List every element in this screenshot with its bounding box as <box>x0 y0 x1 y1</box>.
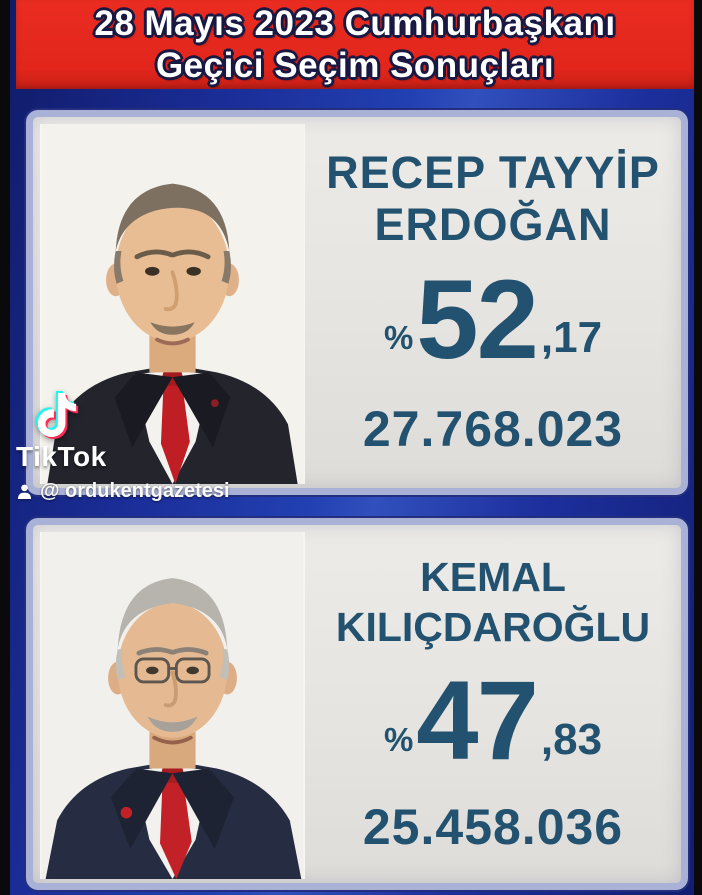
result-card-kilicdaroglu: KEMAL KILIÇDAROĞLU % 47 ,83 25.458.036 <box>26 518 688 890</box>
portrait-kilicdaroglu-image <box>41 532 304 879</box>
percent-decimal: ,17 <box>540 313 603 363</box>
portrait-erdogan-image <box>41 124 304 484</box>
percent-block-erdogan: % 52 ,17 <box>383 256 603 382</box>
candidate-photo-erdogan <box>33 117 305 488</box>
percent-value: 52 <box>416 256 539 382</box>
candidate-name-line: KILIÇDAROĞLU <box>335 604 651 651</box>
right-letterbox <box>694 0 702 895</box>
percent-block-kilicdaroglu: % 47 ,83 <box>383 658 603 784</box>
candidate-name-kilicdaroglu: KEMAL KILIÇDAROĞLU <box>336 552 650 652</box>
percent-symbol: % <box>383 720 414 758</box>
candidate-name-line: RECEP TAYYİP <box>326 146 660 198</box>
candidate-name-line: KEMAL <box>420 554 566 601</box>
candidate-name-erdogan: RECEP TAYYİP ERDOĞAN <box>326 147 660 251</box>
username-text: @ ordukentgazetesi <box>40 480 230 502</box>
user-icon <box>17 484 32 499</box>
title-banner: 28 Mayıs 2023 Cumhurbaşkanı Geçici Seçim… <box>16 0 694 89</box>
tiktok-wordmark: TikTok <box>16 441 107 472</box>
vote-count-erdogan: 27.768.023 <box>362 401 624 458</box>
result-card-erdogan: RECEP TAYYİP ERDOĞAN % 52 ,17 27.768.023 <box>26 110 688 495</box>
percent-value: 47 <box>416 658 539 784</box>
title-line-2: Geçici Seçim Sonuçları <box>155 45 555 85</box>
tiktok-logo-icon <box>35 390 79 440</box>
candidate-photo-kilicdaroglu <box>33 525 305 883</box>
tiktok-watermark: TikTok @ ordukentgazetesi <box>16 390 230 503</box>
candidate-name-line: ERDOĞAN <box>374 198 612 250</box>
percent-symbol: % <box>383 319 414 357</box>
left-letterbox <box>0 0 10 895</box>
vote-count-kilicdaroglu: 25.458.036 <box>362 798 624 855</box>
title-line-1: 28 Mayıs 2023 Cumhurbaşkanı <box>94 4 616 44</box>
result-info-kilicdaroglu: KEMAL KILIÇDAROĞLU % 47 ,83 25.458.036 <box>305 525 681 883</box>
percent-decimal: ,83 <box>540 714 603 764</box>
result-info-erdogan: RECEP TAYYİP ERDOĞAN % 52 ,17 27.768.023 <box>305 117 681 488</box>
